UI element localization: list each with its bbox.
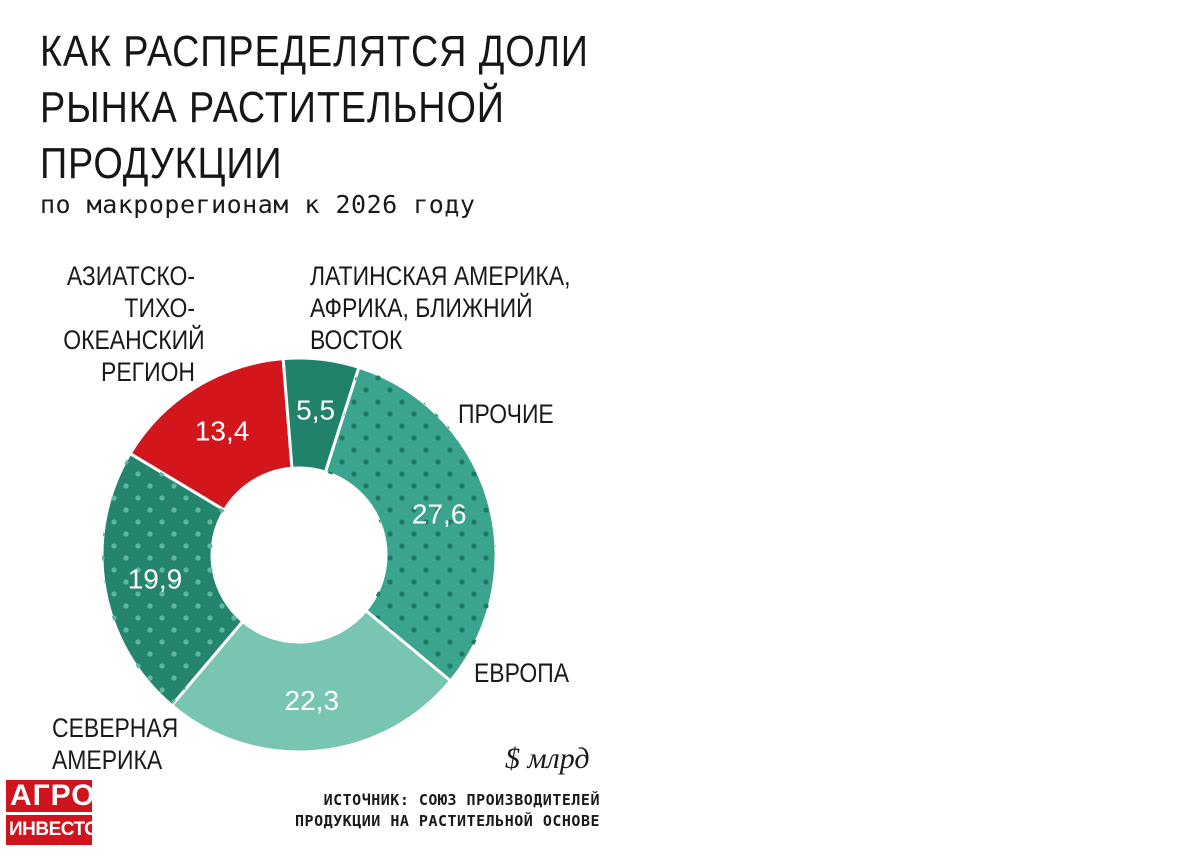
title-line-2: РЫНКА РАСТИТЕЛЬНОЙ bbox=[40, 83, 505, 132]
label-asia-pacific: АЗИАТСКО- ТИХО- ОКЕАНСКИЙ РЕГИОН bbox=[63, 260, 205, 388]
agroinvestor-logo: АГРО ИНВЕСТОР bbox=[6, 780, 111, 845]
source-line-2: ПРОДУКЦИИ НА РАСТИТЕЛЬНОЙ ОСНОВЕ bbox=[295, 812, 600, 830]
slice-pattern-asia-pacific bbox=[102, 453, 243, 706]
label-asia-line-2: ТИХО- bbox=[124, 293, 195, 323]
logo-line-2: ИНВЕСТОР bbox=[6, 815, 111, 845]
label-latam-africa-me: ЛАТИНСКАЯ АМЕРИКА, АФРИКА, БЛИЖНИЙ ВОСТО… bbox=[310, 260, 570, 356]
value-label-europe: 27,6 bbox=[412, 499, 467, 530]
title-line-3: ПРОДУКЦИИ bbox=[40, 139, 283, 188]
label-north-america: СЕВЕРНАЯ АМЕРИКА bbox=[52, 712, 178, 776]
label-na-line-2: АМЕРИКА bbox=[52, 745, 163, 775]
label-latam-line-1: ЛАТИНСКАЯ АМЕРИКА, bbox=[310, 261, 571, 291]
slice-pattern-europe bbox=[325, 367, 497, 681]
label-na-line-1: СЕВЕРНАЯ bbox=[52, 713, 179, 743]
label-latam-line-3: ВОСТОК bbox=[310, 325, 403, 355]
unit-label: $ млрд bbox=[505, 742, 590, 775]
label-other: ПРОЧИЕ bbox=[458, 398, 554, 430]
value-label-latam-africa-me: 13,4 bbox=[195, 415, 250, 446]
slice-latam-africa-me bbox=[128, 357, 294, 513]
value-label-asia-pacific: 19,9 bbox=[128, 563, 183, 594]
label-asia-line-3: ОКЕАНСКИЙ bbox=[63, 325, 205, 355]
label-asia-line-4: РЕГИОН bbox=[101, 357, 195, 387]
label-other-line-1: ПРОЧИЕ bbox=[458, 399, 554, 429]
source-line-1: ИСТОЧНИК: СОЮЗ ПРОИЗВОДИТЕЛЕЙ bbox=[323, 791, 600, 809]
label-europe: ЕВРОПА bbox=[474, 657, 569, 689]
slice-north-america bbox=[169, 608, 453, 754]
chart-title: КАК РАСПРЕДЕЛЯТСЯ ДОЛИ РЫНКА РАСТИТЕЛЬНО… bbox=[40, 24, 589, 192]
value-label-other: 5,5 bbox=[296, 394, 335, 425]
title-line-1: КАК РАСПРЕДЕЛЯТСЯ ДОЛИ bbox=[40, 27, 589, 76]
logo-line-1: АГРО bbox=[6, 780, 95, 812]
label-asia-line-1: АЗИАТСКО- bbox=[66, 261, 195, 291]
label-latam-line-2: АФРИКА, БЛИЖНИЙ bbox=[310, 293, 533, 323]
label-europe-line-1: ЕВРОПА bbox=[474, 658, 570, 688]
value-label-north-america: 22,3 bbox=[285, 685, 340, 716]
chart-subtitle: по макрорегионам к 2026 году bbox=[40, 190, 476, 219]
source-note: ИСТОЧНИК: СОЮЗ ПРОИЗВОДИТЕЛЕЙ ПРОДУКЦИИ … bbox=[238, 790, 600, 832]
